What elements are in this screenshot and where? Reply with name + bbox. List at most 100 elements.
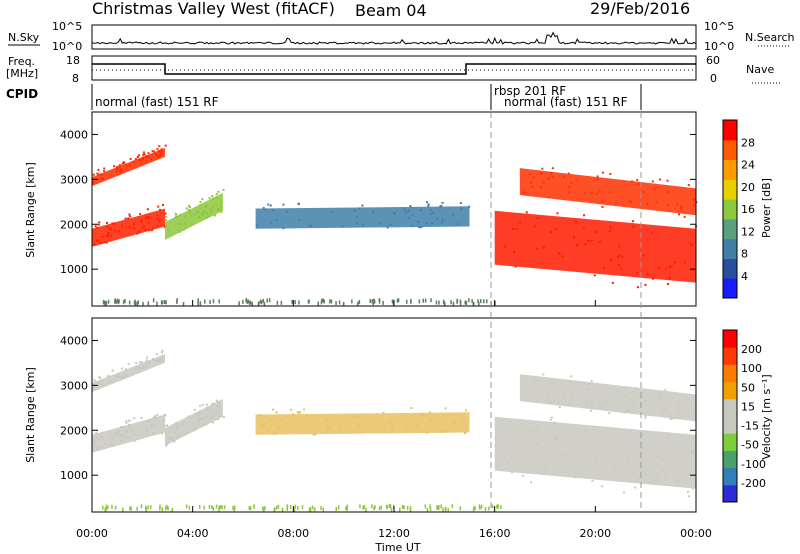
ground-scatter-pixel — [136, 301, 139, 306]
echo-pixel — [329, 418, 332, 421]
echo-pixel — [138, 361, 141, 364]
echo-pixel — [282, 203, 285, 206]
echo-pixel — [156, 413, 159, 416]
echo-pixel — [534, 225, 537, 228]
echo-pixel — [108, 380, 111, 383]
echo-pixel — [124, 217, 127, 220]
echo-pixel — [618, 264, 621, 267]
echo-pixel — [676, 203, 679, 206]
ground-scatter-pixel — [253, 504, 255, 509]
echo-pixel — [670, 265, 673, 268]
echo-pixel — [570, 396, 573, 399]
echo-pixel — [119, 170, 122, 173]
echo-pixel — [538, 426, 541, 429]
echo-pixel — [143, 366, 146, 369]
echo-pixel — [160, 432, 163, 435]
echo-pixel — [280, 419, 283, 422]
echo-pixel — [147, 152, 150, 155]
ground-scatter-pixel — [114, 505, 117, 510]
ground-scatter-pixel — [137, 300, 139, 305]
velocity-colorbar-tick: -200 — [741, 477, 766, 490]
echo-pixel — [678, 213, 680, 216]
echo-pixel — [583, 382, 586, 384]
echo-pixel — [617, 256, 619, 259]
echo-pixel — [662, 392, 665, 395]
ground-scatter-pixel — [165, 300, 167, 305]
echo-pixel — [156, 214, 159, 217]
echo-pixel — [158, 145, 161, 148]
ground-scatter-pixel — [471, 299, 473, 304]
ground-scatter-pixel — [459, 299, 462, 304]
ground-scatter-pixel — [102, 299, 105, 304]
ground-scatter-pixel — [128, 300, 131, 305]
echo-pixel — [205, 415, 208, 418]
echo-pixel — [682, 414, 685, 417]
echo-pixel — [284, 416, 287, 419]
echo-pixel — [182, 228, 185, 231]
echo-pixel — [668, 277, 671, 280]
velocity-colorbar-tick: -15 — [741, 420, 759, 433]
echo-pixel — [312, 433, 315, 436]
echo-pixel — [635, 387, 638, 390]
echo-pixel — [154, 415, 157, 417]
echo-pixel — [303, 408, 305, 411]
echo-pixel — [94, 225, 97, 228]
ground-scatter-pixel — [497, 504, 499, 509]
echo-pixel — [430, 222, 433, 225]
freq-tick-high: 18 — [66, 54, 80, 67]
ground-scatter-pixel — [399, 507, 401, 512]
echo-pixel — [133, 417, 136, 420]
echo-pixel — [538, 433, 541, 436]
echo-pixel — [425, 222, 428, 225]
echo-pixel — [631, 180, 634, 183]
echo-pixel — [403, 415, 406, 418]
echo-pixel — [121, 162, 124, 165]
echo-pixel — [299, 411, 302, 414]
ground-scatter-pixel — [242, 299, 244, 304]
echo-pixel — [631, 467, 634, 470]
ground-scatter-pixel — [357, 301, 359, 306]
echo-pixel — [124, 368, 127, 371]
echo-pixel — [358, 424, 361, 427]
velocity-colorbar-tick: 200 — [741, 343, 762, 356]
echo-pixel — [542, 246, 545, 249]
echo-pixel — [460, 207, 463, 210]
echo-pixel — [113, 229, 116, 232]
x-tick-label: 04:00 — [177, 527, 209, 540]
ground-scatter-pixel — [389, 504, 392, 509]
ground-scatter-pixel — [396, 298, 399, 303]
velocity-colorbar-tick: -50 — [741, 439, 759, 452]
echo-pixel — [541, 167, 544, 170]
x-tick-label: 12:00 — [378, 527, 410, 540]
echo-pixel — [551, 382, 554, 385]
echo-pixel — [262, 207, 265, 209]
echo-pixel — [188, 211, 191, 214]
echo-pixel — [331, 210, 334, 213]
echo-pixel — [163, 226, 166, 229]
echo-pixel — [582, 226, 585, 229]
ground-scatter-pixel — [472, 507, 475, 512]
echo-pixel — [141, 227, 144, 230]
echo-pixel — [567, 172, 570, 175]
echo-pixel — [201, 423, 204, 426]
echo-pixel — [549, 231, 552, 233]
ground-scatter-pixel — [185, 504, 188, 509]
ground-scatter-pixel — [161, 300, 164, 305]
ground-scatter-pixel — [378, 506, 381, 511]
echo-pixel — [439, 205, 442, 208]
echo-pixel — [217, 411, 220, 414]
echo-pixel — [651, 231, 653, 234]
echo-pixel — [540, 172, 543, 175]
ground-scatter-pixel — [249, 506, 252, 511]
echo-pixel — [190, 214, 193, 217]
echo-pixel — [637, 183, 640, 186]
echo-pixel — [140, 219, 143, 222]
echo-pixel — [259, 414, 262, 416]
echo-pixel — [532, 176, 535, 179]
echo-pixel — [158, 150, 161, 152]
ground-scatter-pixel — [182, 301, 185, 306]
echo-pixel — [99, 377, 102, 379]
echo-pixel — [146, 356, 149, 359]
echo-pixel — [102, 177, 105, 180]
